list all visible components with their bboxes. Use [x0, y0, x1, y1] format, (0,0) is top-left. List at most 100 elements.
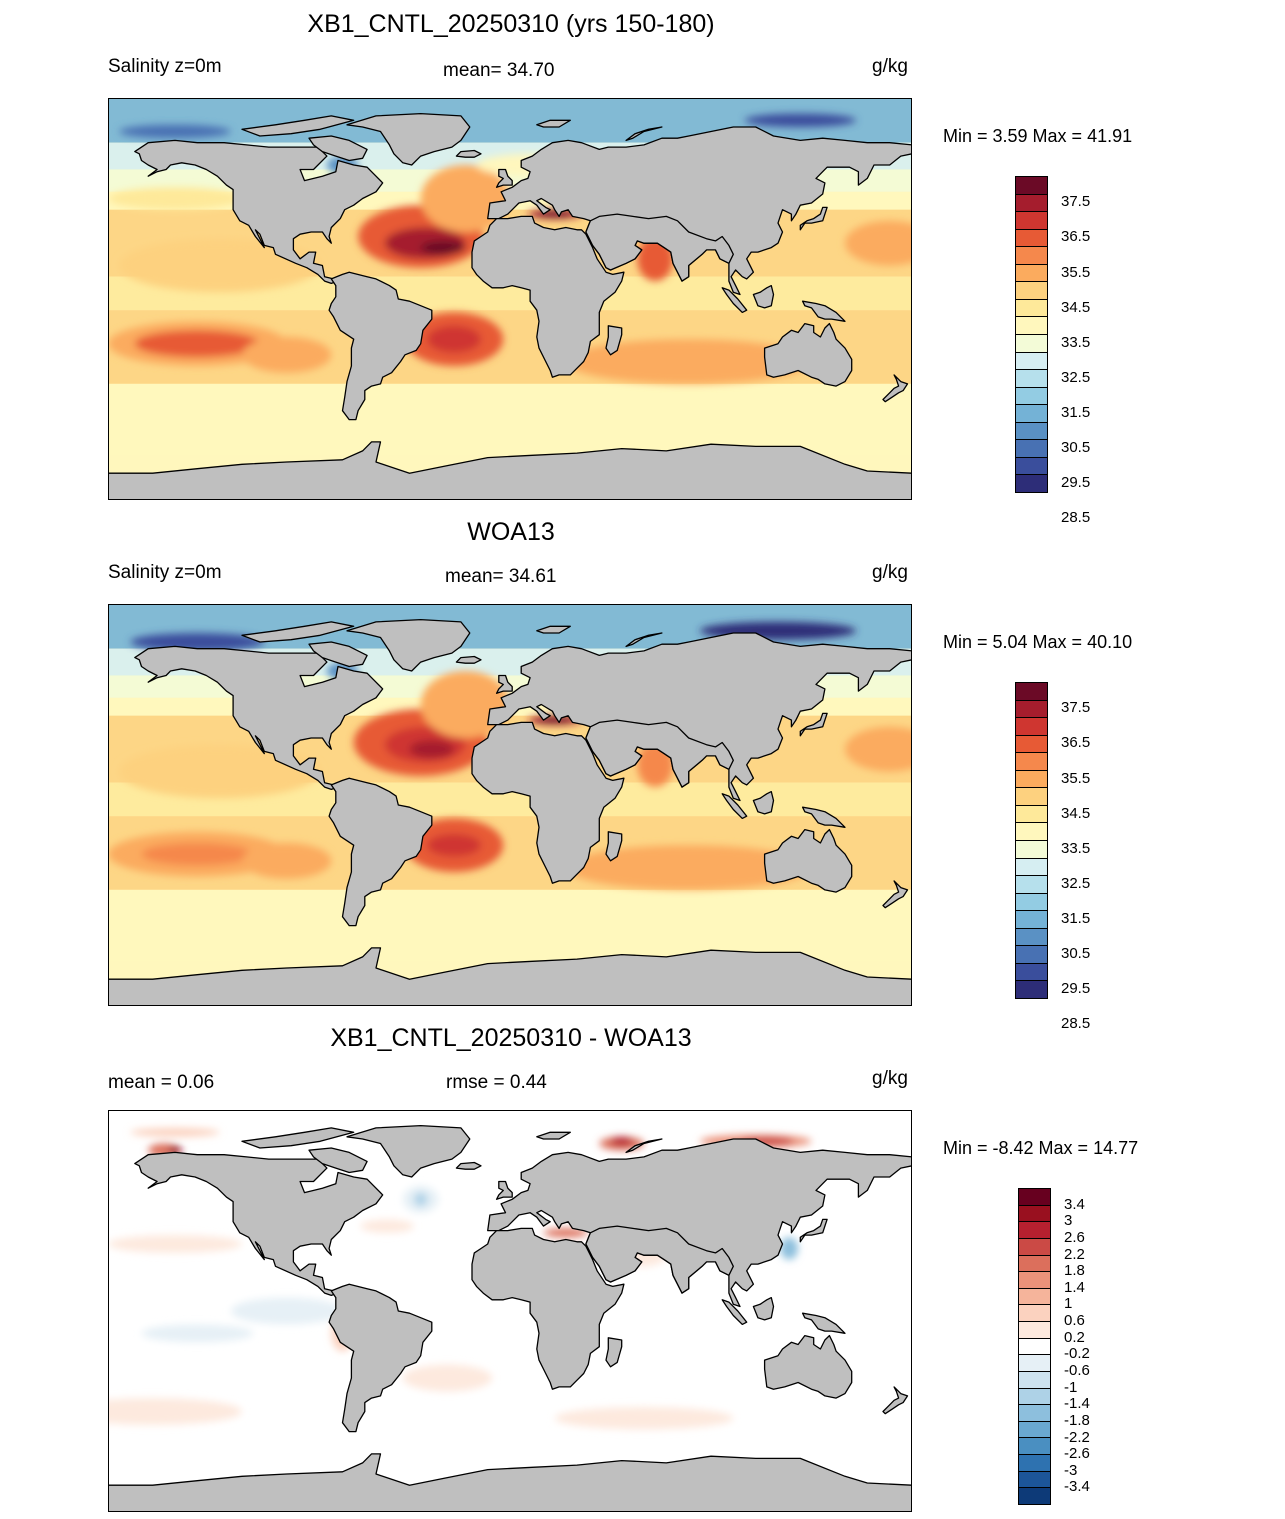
colorbar-tick-label: 37.5 [1061, 699, 1091, 717]
colorbar-swatch [1015, 927, 1048, 947]
colorbar-swatch [1015, 910, 1048, 929]
land-eurasia [487, 632, 912, 802]
colorbar-swatch [1015, 351, 1048, 371]
land-sumatra [721, 1299, 748, 1326]
colorbar-swatch [1015, 228, 1048, 248]
colorbar-swatch [1018, 1370, 1051, 1389]
land-sumatra [721, 287, 748, 314]
mean-label: mean= 34.61 [445, 566, 557, 587]
field-contour [413, 1192, 428, 1207]
colorbar-swatch [1015, 193, 1048, 213]
land-baffin [308, 135, 368, 162]
min-max-label: Min = 3.59 Max = 41.91 [943, 126, 1133, 146]
colorbar-tick-label: -2.6 [1064, 1445, 1090, 1463]
colorbar-swatch [1018, 1420, 1051, 1439]
colorbar-swatch [1018, 1321, 1051, 1339]
colorbar-tick-label: 29.5 [1061, 980, 1091, 998]
land-greenland [346, 618, 471, 672]
panel-difference: XB1_CNTL_20250310 - WOA13 mean = 0.06 rm… [0, 1012, 1285, 1518]
land-antarctica [108, 441, 912, 500]
colorbar-tick-label: -2.2 [1064, 1428, 1090, 1446]
colorbar-swatch [1018, 1188, 1051, 1206]
units-label: g/kg [872, 56, 908, 77]
colorbar-tick-label: 36.5 [1061, 734, 1091, 752]
land-arctic-islands [241, 621, 355, 643]
field-contour [543, 1228, 589, 1238]
units-label: g/kg [872, 562, 908, 583]
salinity-field [108, 621, 912, 890]
land-australia [763, 1334, 853, 1399]
colorbar-swatch [1015, 281, 1048, 300]
units-label: g/kg [872, 1068, 908, 1089]
colorbar-swatch [1018, 1404, 1051, 1422]
land-svalbard [536, 119, 571, 128]
land-new-zealand [882, 880, 909, 909]
field-contour [780, 1237, 799, 1260]
colorbar-swatch [1015, 456, 1048, 476]
colorbar-swatch [1015, 769, 1048, 789]
field-contour [134, 330, 260, 358]
colorbar-swatch [1015, 945, 1048, 964]
colorbar-swatch [1018, 1387, 1051, 1406]
colorbar-swatch [1018, 1287, 1051, 1306]
field-contour [565, 339, 812, 384]
map-difference [108, 1110, 912, 1512]
field-contour [130, 1127, 220, 1137]
colorbar-tick-label: 32.5 [1061, 368, 1091, 386]
salinity-band [108, 889, 912, 917]
colorbar-tick-label: 37.5 [1061, 193, 1091, 211]
colorbar-swatch [1015, 717, 1048, 736]
map-frame [108, 604, 912, 1006]
colorbar-swatch [1018, 1304, 1051, 1323]
land-iceland [455, 149, 482, 158]
colorbar-swatch [1015, 404, 1048, 423]
land-iceland [455, 655, 482, 664]
land-borneo [752, 790, 775, 815]
field-contour [108, 1235, 242, 1253]
panel-title: WOA13 [467, 518, 555, 546]
colorbar-tick-label: 32.5 [1061, 874, 1091, 892]
colorbar-tick-label: 2.2 [1064, 1245, 1085, 1263]
field-contour [108, 187, 242, 210]
panel-title: XB1_CNTL_20250310 - WOA13 [330, 1024, 692, 1052]
rmse-label: rmse = 0.44 [446, 1072, 547, 1093]
mean-label: mean= 34.70 [443, 60, 555, 81]
salinity-field [108, 113, 912, 384]
land-borneo [752, 284, 775, 309]
land-africa [471, 721, 625, 884]
panel-model: XB1_CNTL_20250310 (yrs 150-180) Salinity… [0, 0, 1285, 526]
field-contour [141, 1324, 254, 1343]
land-japan [799, 712, 828, 737]
land-uk [495, 1180, 513, 1200]
colorbar-swatch [1015, 682, 1048, 701]
field-contour [554, 1407, 734, 1430]
colorbar-swatch [1018, 1454, 1051, 1472]
land-australia [763, 828, 853, 893]
field-contour [141, 842, 254, 866]
field-contour [744, 113, 857, 128]
land-north-america [134, 645, 384, 791]
land-antarctica [108, 947, 912, 1006]
colorbar-tick-label: -0.6 [1064, 1361, 1090, 1379]
colorbar-tick-label: -1.4 [1064, 1395, 1090, 1413]
min-max-label: Min = 5.04 Max = 40.10 [943, 632, 1133, 652]
colorbar-swatch [1015, 857, 1048, 877]
land-south-america [328, 1283, 433, 1433]
map-frame [108, 98, 912, 500]
colorbar-swatch [1015, 734, 1048, 754]
colorbar-swatch [1018, 1271, 1051, 1289]
colorbar-swatch [1015, 369, 1048, 388]
land-greenland [346, 1124, 471, 1178]
land-novaya-zemlya [625, 126, 663, 142]
land-novaya-zemlya [625, 632, 663, 648]
colorbar-swatch [1015, 263, 1048, 283]
colorbar-swatch [1015, 752, 1048, 771]
land-north-america [134, 139, 384, 285]
colorbar-tick-label: 34.5 [1061, 804, 1091, 822]
colorbar-swatch [1015, 892, 1048, 912]
land-arctic-islands [241, 115, 355, 137]
land-australia [763, 322, 853, 387]
colorbar-swatch [1015, 875, 1048, 894]
field-contour [565, 845, 812, 890]
